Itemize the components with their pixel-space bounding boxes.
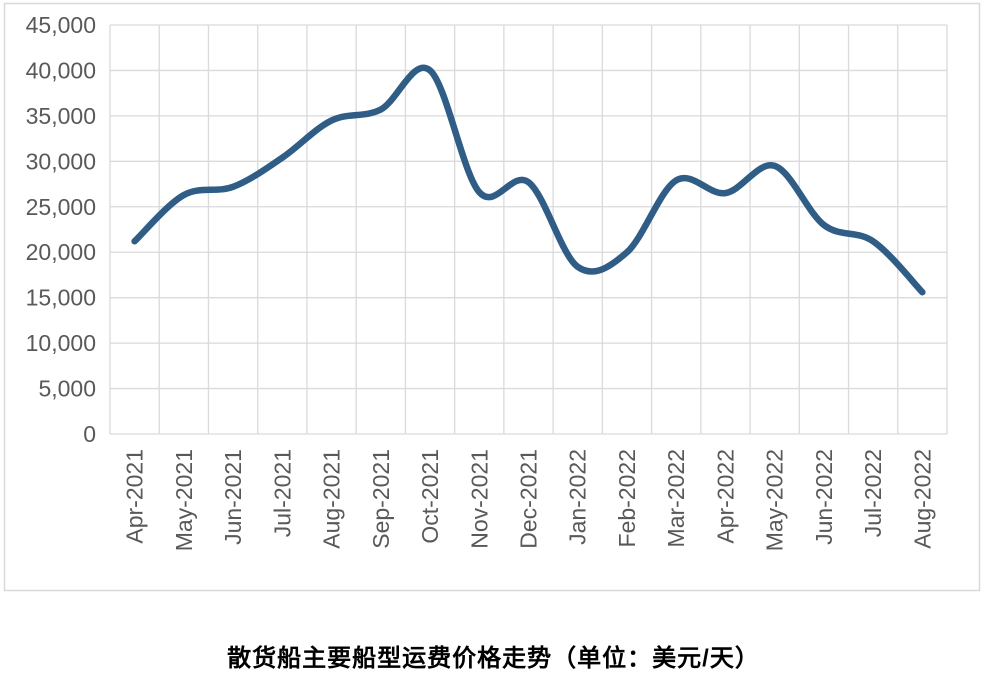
y-tick-label: 40,000 <box>26 57 96 83</box>
x-tick-label: Nov-2021 <box>466 449 492 549</box>
chart-frame <box>3 2 981 592</box>
x-tick-label: May-2021 <box>171 449 197 551</box>
x-tick-label: Aug-2021 <box>319 449 345 549</box>
x-tick-label: May-2022 <box>762 449 788 551</box>
freight-price-curve <box>131 64 926 296</box>
x-tick-label: Feb-2022 <box>614 449 640 547</box>
x-tick-label: Jun-2022 <box>811 449 837 545</box>
x-tick-label: Mar-2022 <box>663 449 689 547</box>
x-tick-label: Jul-2022 <box>860 449 886 537</box>
y-tick-label: 0 <box>83 421 96 447</box>
y-tick-label: 35,000 <box>26 103 96 129</box>
x-tick-label: Apr-2021 <box>122 449 148 544</box>
x-tick-label: Sep-2021 <box>368 449 394 549</box>
y-tick-label: 5,000 <box>38 376 96 402</box>
y-tick-label: 45,000 <box>26 12 96 38</box>
gridlines <box>109 24 948 435</box>
x-tick-label: Oct-2021 <box>417 449 443 544</box>
x-tick-label: Jan-2022 <box>565 449 591 545</box>
x-tick-label: Jun-2021 <box>220 449 246 545</box>
x-tick-label: Apr-2022 <box>712 449 738 544</box>
chart-title: 散货船主要船型运费价格走势（单位：美元/天） <box>227 645 760 672</box>
y-axis-tick-labels: 45,000 40,000 35,000 30,000 25,000 20,000 15,0… <box>26 12 96 447</box>
y-tick-label: 30,000 <box>26 148 96 174</box>
y-tick-label: 20,000 <box>26 239 96 265</box>
x-tick-label: Aug-2022 <box>909 449 935 549</box>
x-tick-label: Dec-2021 <box>516 449 542 549</box>
y-tick-label: 10,000 <box>26 330 96 356</box>
y-tick-label: 25,000 <box>26 194 96 220</box>
x-axis-tick-labels: Apr-2021 May-2021 Jun-2021 Jul-2021 Aug-2021… <box>122 449 936 551</box>
x-tick-label: Jul-2021 <box>269 449 295 537</box>
freight-line-chart: 45,000 40,000 35,000 30,000 25,000 20,000 15,0… <box>3 2 981 592</box>
y-tick-label: 15,000 <box>26 285 96 311</box>
